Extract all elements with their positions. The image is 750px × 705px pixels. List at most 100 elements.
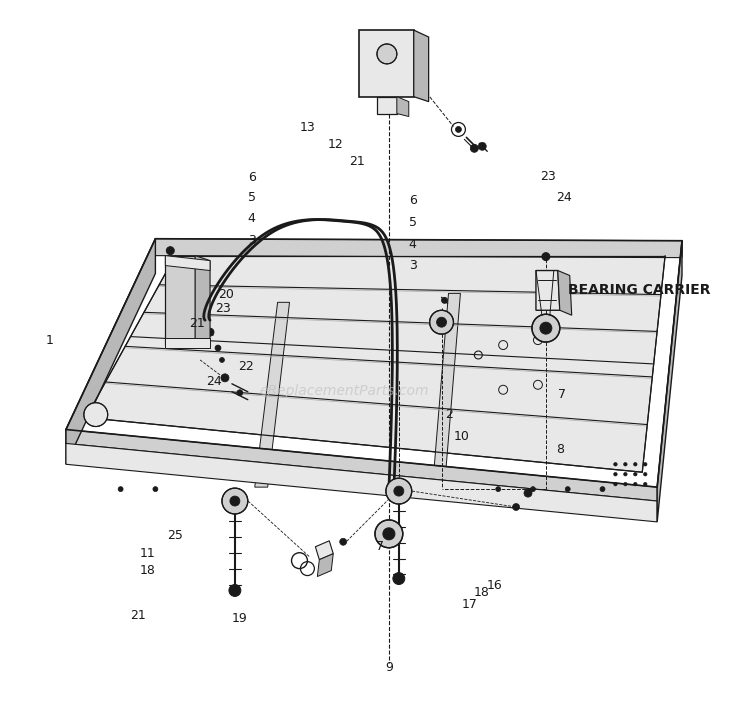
Circle shape [623,472,627,476]
Polygon shape [377,97,397,114]
Polygon shape [165,256,210,271]
Text: 21: 21 [189,317,205,330]
Polygon shape [558,271,572,315]
Text: 18: 18 [473,586,489,599]
Text: 25: 25 [167,529,183,542]
Circle shape [394,486,404,496]
Polygon shape [195,256,210,345]
Text: 16: 16 [486,579,502,592]
Text: 7: 7 [558,388,566,401]
Text: 23: 23 [215,302,231,315]
Circle shape [383,528,394,540]
Text: 18: 18 [140,564,155,577]
Text: 21: 21 [350,154,365,168]
Text: 5: 5 [409,216,417,229]
Circle shape [600,486,605,491]
Circle shape [634,472,637,476]
Text: 22: 22 [238,360,254,374]
Circle shape [496,486,501,491]
Circle shape [634,482,637,486]
Polygon shape [657,240,682,522]
Text: 12: 12 [327,138,343,151]
Text: BEARING CARRIER: BEARING CARRIER [568,283,710,298]
Circle shape [614,482,617,486]
Circle shape [153,486,158,491]
Text: 2: 2 [446,408,454,421]
Text: 3: 3 [248,234,256,247]
Polygon shape [66,239,155,444]
Polygon shape [657,240,682,499]
Text: eReplacementParts.com: eReplacementParts.com [260,384,429,398]
Circle shape [623,462,627,466]
Circle shape [623,482,627,486]
Text: 21: 21 [130,609,146,622]
Circle shape [614,472,617,476]
Polygon shape [536,271,560,310]
Circle shape [237,390,243,396]
Circle shape [634,462,637,466]
Circle shape [118,486,123,491]
Circle shape [530,486,536,491]
Text: 3: 3 [409,259,417,272]
Text: 13: 13 [299,121,315,134]
Text: 6: 6 [248,171,256,183]
Text: 8: 8 [556,443,564,456]
Circle shape [436,317,446,327]
Circle shape [206,328,214,336]
Circle shape [166,247,174,255]
Text: 1: 1 [45,333,53,347]
Circle shape [644,482,647,486]
Circle shape [430,310,454,334]
Polygon shape [414,30,429,102]
Text: 24: 24 [206,375,222,388]
Circle shape [375,520,403,548]
Polygon shape [359,30,414,97]
Circle shape [340,539,346,545]
Circle shape [644,462,647,466]
Polygon shape [66,429,657,501]
Polygon shape [155,239,682,257]
Text: 11: 11 [140,547,155,560]
Circle shape [644,472,647,476]
Text: 9: 9 [385,661,393,675]
Polygon shape [66,239,155,465]
Circle shape [230,496,240,506]
Text: 10: 10 [454,430,470,443]
Polygon shape [433,293,460,474]
Text: 6: 6 [409,195,417,207]
Circle shape [393,572,405,584]
Circle shape [220,357,224,362]
Text: 23: 23 [540,170,556,183]
Circle shape [540,322,552,334]
Text: 4: 4 [248,212,256,226]
Text: 20: 20 [218,288,234,301]
Circle shape [532,314,560,342]
Polygon shape [315,541,333,560]
Circle shape [470,145,478,152]
Circle shape [455,126,461,133]
Circle shape [512,503,520,510]
Circle shape [442,298,448,303]
Circle shape [524,489,532,497]
Polygon shape [86,256,665,472]
Circle shape [229,584,241,596]
Text: 4: 4 [409,238,417,251]
Polygon shape [397,97,409,116]
Circle shape [614,462,617,466]
Circle shape [84,403,108,427]
Circle shape [222,488,248,514]
Circle shape [221,374,229,382]
Circle shape [566,486,570,491]
Text: 19: 19 [232,612,248,625]
Text: 5: 5 [248,192,256,204]
Circle shape [377,44,397,64]
Polygon shape [165,338,210,348]
Polygon shape [255,302,290,487]
Circle shape [478,142,486,150]
Text: 24: 24 [556,190,572,204]
Circle shape [215,345,221,351]
Polygon shape [66,443,657,522]
Polygon shape [317,553,333,577]
Text: 7: 7 [376,540,384,553]
Circle shape [542,252,550,261]
